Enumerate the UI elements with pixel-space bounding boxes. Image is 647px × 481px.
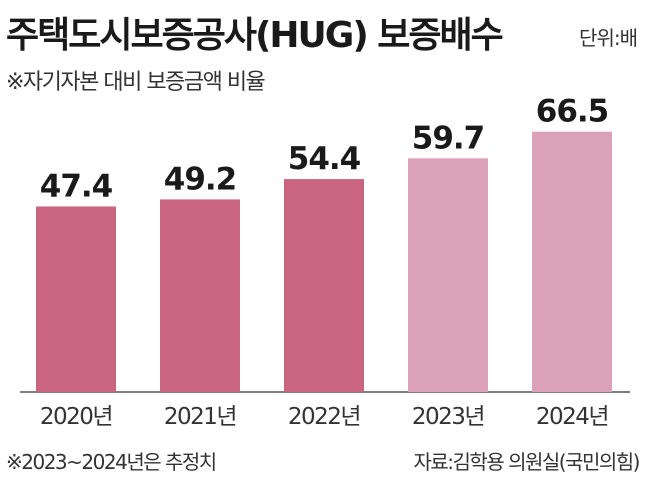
bar-3 [408,158,488,392]
bar-0 [36,206,116,392]
category-label-2: 2022년 [288,404,360,430]
category-label-3: 2023년 [412,404,484,430]
value-label-1: 49.2 [164,161,237,197]
value-label-2: 54.4 [288,141,361,177]
category-label-1: 2021년 [164,404,236,430]
bar-1 [160,199,240,392]
footnote: ※2023~2024년은 추정치 [6,450,217,474]
value-label-0: 47.4 [40,168,113,204]
chart-subtitle: ※자기자본 대비 보증금액 비율 [6,70,266,95]
category-label-4: 2024년 [536,404,608,430]
value-label-3: 59.7 [412,120,485,156]
bar-2 [284,179,364,392]
value-label-4: 66.5 [536,94,609,130]
bar-4 [532,131,612,392]
chart-title: 주택도시보증공사(HUG) 보증배수 [6,15,504,56]
unit-label: 단위:배 [579,26,638,50]
source-note: 자료:김학용 의원실(국민의힘) [413,450,640,474]
category-label-0: 2020년 [40,404,112,430]
